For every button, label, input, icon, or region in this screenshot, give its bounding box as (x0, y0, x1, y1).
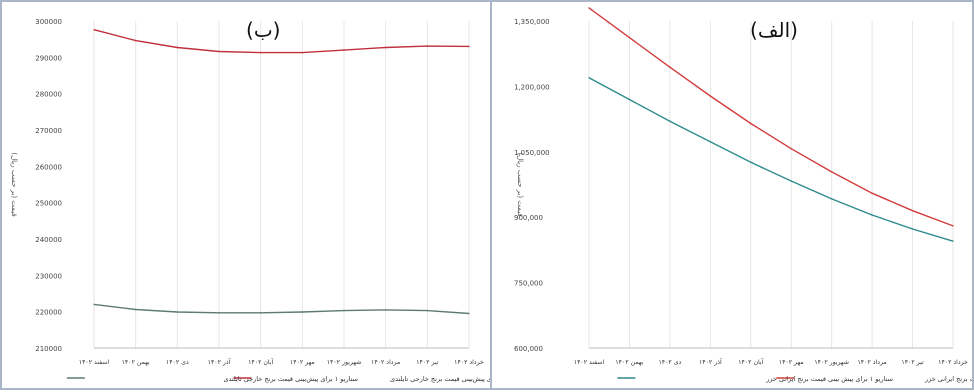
x-tick-label-a-0: خرداد ۱۴۰۲ (938, 359, 968, 366)
data-point-b-0-9 (93, 303, 95, 306)
data-point-b-0-4 (301, 311, 304, 313)
y-tick-label-a-0: 1,350,000 (514, 18, 550, 26)
x-tick-label-a-8: بهمن ۱۴۰۲ (615, 359, 643, 366)
y-tick-label-b-6: 240000 (35, 236, 62, 244)
x-tick-label-a-2: مرداد ۱۴۰۲ (857, 359, 886, 366)
data-point-b-1-6 (218, 50, 220, 53)
data-point-a-1-4 (790, 147, 793, 150)
x-tick-label-b-4: مهر ۱۴۰۲ (290, 359, 315, 366)
data-point-a-0-1 (911, 228, 914, 230)
data-point-a-1-2 (871, 192, 874, 195)
data-point-b-0-3 (343, 309, 345, 312)
data-point-a-1-5 (749, 122, 752, 125)
y-tick-label-b-3: 270000 (35, 127, 62, 135)
y-axis-title-a: قیمت (بر حسب ریال) (516, 152, 524, 216)
data-point-a-0-3 (830, 197, 833, 200)
series-line-a-0 (588, 77, 954, 242)
data-point-a-0-8 (628, 98, 631, 101)
data-point-a-1-0 (952, 225, 954, 227)
x-tick-label-a-5: آبان ۱۴۰۲ (738, 357, 763, 366)
x-tick-label-b-5: آبان ۱۴۰۲ (248, 357, 273, 366)
x-tick-label-a-9: اسفند ۱۴۰۲ (574, 359, 605, 366)
data-point-b-1-4 (301, 51, 304, 54)
y-tick-label-b-4: 260000 (35, 163, 62, 171)
data-point-b-0-6 (218, 311, 220, 314)
data-point-a-0-5 (749, 161, 752, 164)
data-point-a-1-8 (628, 36, 631, 39)
chart-b-svg: 300000 290000 280000 270000 260000 250000 2400… (10, 18, 525, 383)
data-point-b-1-2 (384, 46, 387, 49)
data-point-b-1-7 (176, 46, 179, 49)
series-line-b-0 (93, 303, 470, 315)
data-point-a-1-1 (911, 209, 914, 212)
data-point-a-0-7 (668, 120, 671, 123)
y-tick-label-b-7: 230000 (35, 272, 62, 280)
y-tick-label-b-5: 250000 (35, 200, 62, 208)
x-tick-label-b-7: دی ۱۴۰۲ (166, 359, 189, 366)
chart-panel-a: 1,350,000 1,200,000 1,050,000 900,000 750,00… (492, 2, 974, 388)
data-point-b-0-5 (259, 311, 262, 314)
data-point-b-0-0 (468, 312, 470, 315)
x-tick-label-b-6: آذر ۱۴۰۲ (208, 357, 231, 366)
data-point-b-1-9 (93, 28, 95, 31)
y-tick-label-a-1: 1,200,000 (514, 83, 550, 91)
data-point-a-1-9 (588, 7, 590, 9)
y-axis-title-b: قیمت (بر حسب ریال) (10, 152, 18, 216)
x-tick-label-a-4: مهر ۱۴۰۲ (779, 359, 804, 366)
x-tick-label-b-8: بهمن ۱۴۰۲ (122, 359, 150, 366)
data-point-a-0-6 (709, 140, 712, 143)
x-tick-label-b-3: شهریور ۱۴۰۲ (327, 359, 362, 366)
x-tick-label-b-2: مرداد ۱۴۰۲ (371, 359, 400, 366)
data-point-b-0-2 (384, 308, 387, 311)
legend-label-b-1: سناریو ۲ برای پیش‌بینی قیمت برنج خارجی ت… (390, 375, 490, 383)
data-point-b-1-8 (134, 39, 137, 42)
legend-label-b-0: سناریو ۱ برای پیش‌بینی قیمت برنج خارجی ت… (223, 375, 358, 383)
data-point-a-0-9 (588, 76, 590, 79)
y-tick-label-b-8: 220000 (35, 309, 62, 317)
data-point-b-0-7 (176, 311, 179, 313)
y-tick-label-b-1: 290000 (35, 54, 62, 62)
data-point-b-1-0 (468, 45, 470, 48)
legend-label-a-0: سناریو ۱ برای پیش بینی قیمت برنج ایرانی … (765, 375, 893, 383)
y-tick-label-a-5: 600,000 (514, 345, 543, 353)
data-point-a-0-4 (790, 180, 793, 182)
data-point-b-0-8 (134, 308, 137, 311)
x-tick-label-b-1: تیر ۱۴۰۲ (416, 359, 439, 366)
data-point-b-0-1 (426, 309, 429, 312)
y-tick-label-b-2: 280000 (35, 91, 62, 99)
panel-label-a: (الف) (750, 18, 798, 42)
x-tick-label-b-9: اسفند ۱۴۰۲ (79, 359, 110, 366)
y-tick-label-b-9: 210000 (35, 345, 62, 353)
x-tick-label-a-6: آذر ۱۴۰۲ (699, 357, 722, 366)
y-tick-label-a-3: 900,000 (514, 214, 543, 222)
series-line-b-1 (93, 29, 470, 54)
data-point-a-0-0 (952, 240, 954, 243)
x-tick-label-a-1: تیر ۱۴۰۲ (901, 359, 924, 366)
data-point-a-1-6 (709, 95, 712, 97)
series-line-a-1 (588, 7, 954, 227)
data-point-a-0-2 (871, 214, 874, 216)
data-point-b-1-5 (259, 51, 262, 54)
data-point-b-1-3 (343, 49, 345, 51)
x-tick-label-a-7: دی ۱۴۰۲ (658, 359, 681, 366)
x-tick-label-b-0: خرداد ۱۴۰۲ (454, 359, 484, 366)
y-tick-label-a-4: 750,000 (514, 280, 543, 288)
panel-label-b: (ب) (246, 18, 281, 42)
data-point-a-1-3 (830, 170, 833, 173)
chart-panel-b: 300000 290000 280000 270000 260000 250000 2400… (2, 2, 525, 388)
chart-a-svg: 1,350,000 1,200,000 1,050,000 900,000 750,00… (514, 7, 974, 383)
y-tick-label-a-2: 1,050,000 (514, 149, 550, 157)
data-point-a-1-7 (668, 66, 671, 69)
data-point-b-1-1 (426, 45, 429, 47)
x-tick-label-a-3: شهریور ۱۴۰۲ (814, 359, 849, 366)
y-tick-label-b-0: 300000 (35, 18, 62, 26)
legend-label-a-1: سناریو ۲ برای پیش بینی قیمت برنج ایرانی … (924, 375, 972, 383)
